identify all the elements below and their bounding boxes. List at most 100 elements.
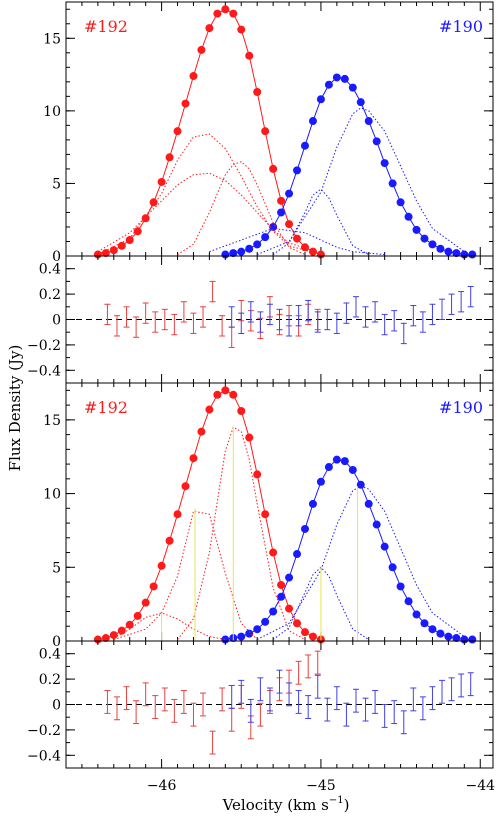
residual-errorbar	[295, 305, 302, 327]
data-point	[332, 73, 341, 82]
data-point	[253, 240, 262, 249]
data-point	[300, 628, 309, 637]
annotation-label: #192	[84, 17, 128, 36]
residual-errorbar	[266, 687, 273, 712]
residual-errorbar	[324, 308, 331, 331]
residual-errorbar	[391, 700, 398, 725]
residual-errorbar	[372, 690, 379, 714]
residual-errorbar	[419, 696, 426, 721]
panel-top-main: 0 5 10 15 #192 #190	[43, 1, 494, 265]
y-tick-label: 15	[43, 413, 61, 429]
data-point	[213, 9, 222, 18]
data-point	[253, 470, 262, 479]
data-point	[285, 189, 294, 198]
data-point	[348, 83, 357, 92]
residual-errorbar	[123, 306, 130, 328]
y-tick-label: −0.4	[27, 363, 61, 379]
data-point	[316, 477, 325, 486]
residual-errorbar	[439, 679, 446, 704]
residual-errorbar	[343, 302, 350, 324]
residual-errorbar	[238, 312, 245, 334]
y-tick-label: −0.2	[27, 723, 61, 739]
data-point	[269, 164, 278, 173]
data-point	[452, 634, 461, 643]
annotation-label: #190	[439, 398, 483, 417]
x-tick-label: −46	[147, 778, 177, 794]
data-point	[93, 250, 102, 259]
data-point	[157, 561, 166, 570]
y-tick-label: 10	[43, 487, 61, 503]
data-point	[348, 465, 357, 474]
x-tick-label: −45	[306, 778, 336, 794]
annotation-label: #192	[84, 398, 128, 417]
component-curve	[256, 485, 465, 640]
data-point	[165, 153, 174, 162]
residual-errorbar	[286, 682, 293, 707]
y-tick-label: 0.2	[39, 672, 61, 688]
data-point	[277, 592, 286, 601]
residual-errorbar	[200, 306, 207, 328]
y-tick-label: 0.4	[39, 262, 61, 278]
residual-errorbar	[410, 305, 417, 327]
data-point	[269, 548, 278, 557]
data-point	[340, 74, 349, 83]
residual-errorbar	[171, 698, 178, 723]
data-point	[237, 247, 246, 256]
data-point	[468, 250, 477, 259]
data-point	[253, 625, 262, 634]
residual-errorbar	[362, 306, 369, 328]
data-point	[436, 629, 445, 638]
data-point	[468, 635, 477, 644]
residual-errorbar	[305, 299, 312, 322]
data-point	[300, 243, 309, 252]
data-point	[444, 247, 453, 256]
residual-errorbar	[467, 672, 474, 697]
data-point	[205, 24, 214, 33]
residual-errorbar	[448, 293, 455, 315]
data-point	[277, 208, 286, 217]
y-tick-label: −0.2	[27, 338, 61, 354]
panel-top-residual: −0.4 −0.2 0 0.2 0.4	[27, 255, 494, 384]
data-point	[412, 225, 421, 234]
data-point	[308, 499, 317, 508]
data-point	[293, 619, 302, 628]
residual-errorbar	[123, 686, 130, 711]
annotation-label: #190	[439, 17, 483, 36]
spectrum-line	[225, 76, 473, 256]
residual-errorbar	[200, 692, 207, 717]
data-point	[253, 87, 262, 96]
residual-errorbar	[238, 679, 245, 704]
data-point	[300, 524, 309, 533]
data-point	[93, 635, 102, 644]
data-point	[308, 117, 317, 126]
residual-errorbar	[190, 312, 197, 334]
component-curve	[97, 172, 322, 254]
residual-errorbar	[247, 698, 254, 723]
data-point	[229, 249, 238, 258]
data-point	[109, 631, 118, 640]
data-point	[261, 510, 270, 519]
data-point	[245, 244, 254, 253]
data-point	[261, 617, 270, 626]
data-point	[420, 619, 429, 628]
residual-errorbar	[458, 291, 465, 313]
data-point	[444, 632, 453, 641]
data-point	[189, 454, 198, 463]
data-point	[261, 127, 270, 136]
residual-errorbar	[314, 674, 321, 699]
panel-bottom-residual: −0.4 −0.2 0 0.2 0.4	[27, 640, 494, 769]
data-point	[428, 625, 437, 634]
data-point	[277, 196, 286, 205]
residual-errorbar	[305, 654, 312, 679]
data-point	[293, 234, 302, 243]
residual-errorbar	[180, 690, 187, 714]
y-tick-label: 0	[52, 698, 61, 714]
residual-errorbar	[381, 313, 388, 336]
residual-errorbar	[266, 303, 273, 326]
residual-errorbar	[257, 702, 264, 727]
residual-errorbar	[190, 702, 197, 727]
residual-errorbar	[362, 697, 369, 722]
residual-errorbar	[458, 673, 465, 698]
data-point	[117, 626, 126, 635]
